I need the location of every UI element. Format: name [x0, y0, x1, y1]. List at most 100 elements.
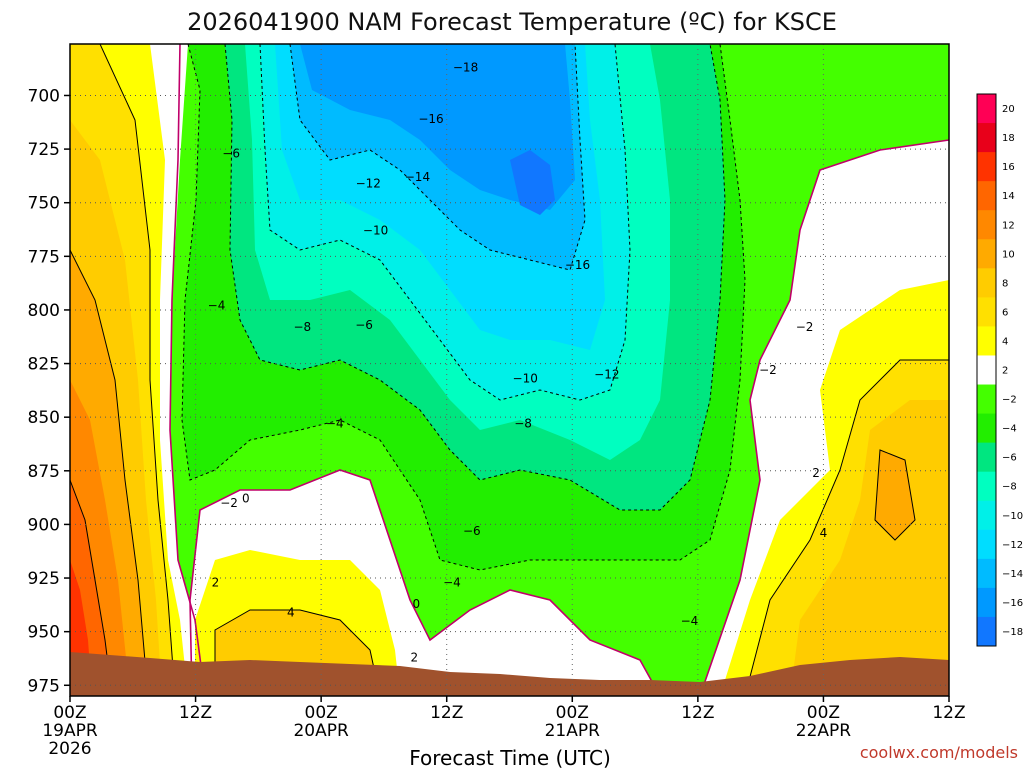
contour-label: −12 [356, 176, 381, 190]
x-tick-label: 12Z [681, 703, 714, 723]
colorbar-swatch [977, 152, 996, 182]
colorbar-swatch [977, 181, 996, 211]
x-axis-label: Forecast Time (UTC) [409, 746, 611, 768]
colorbar-label: −14 [1002, 569, 1023, 580]
colorbar-label: −12 [1002, 540, 1023, 551]
colorbar-label: −2 [1002, 395, 1017, 406]
y-tick-label: 725 [28, 140, 60, 160]
colorbar-label: 12 [1002, 220, 1015, 231]
colorbar-swatch [977, 558, 996, 589]
contour-label: −2 [220, 496, 238, 510]
x-tick-label: 00Z [305, 703, 338, 723]
x-tick-label: 20APR [293, 721, 349, 741]
x-tick-label: 21APR [545, 721, 601, 741]
field-warm-east-6 [790, 400, 949, 696]
y-tick-label: 975 [28, 676, 60, 696]
x-tick-label: 12Z [932, 703, 965, 723]
field-minus20-region [510, 150, 555, 215]
colorbar-label: 4 [1002, 336, 1008, 347]
colorbar-label: 8 [1002, 278, 1008, 289]
credit-text: coolwx.com/models [860, 743, 1018, 762]
gridlines [70, 44, 949, 696]
colorbar-swatch [977, 268, 996, 298]
terrain-ground [70, 652, 949, 696]
y-tick-label: 850 [28, 408, 60, 428]
contour-label: −4 [681, 614, 699, 628]
contour-label: −14 [405, 170, 430, 184]
contour-label: −12 [594, 367, 619, 381]
y-tick-label: 900 [28, 515, 60, 535]
contour-label: −6 [355, 318, 373, 332]
contour-label: 0 [242, 492, 250, 506]
colorbar: 20 18 16 14 12 10 8 6 4 2 −2 −4 −6 −8 −10 −12 −14 −16 −18 [976, 93, 1023, 647]
contour-label: −2 [759, 363, 777, 377]
y-axis-ticks: 700 725 750 775 800 825 850 875 900 925 950 975 [28, 86, 70, 696]
colorbar-swatch [977, 297, 996, 327]
colorbar-frame [976, 93, 997, 647]
contour-label: 2 [812, 466, 820, 480]
colorbar-swatch [977, 326, 996, 356]
x-tick-label: 12Z [179, 703, 212, 723]
colorbar-label: −6 [1002, 453, 1017, 464]
y-tick-label: 925 [28, 569, 60, 589]
contour-label: −2 [796, 320, 814, 334]
colorbar-swatch [977, 355, 996, 386]
contour-label: −10 [363, 224, 388, 238]
colorbar-swatch [977, 94, 996, 124]
contour-label: −8 [293, 320, 311, 334]
contour-label: −10 [513, 372, 538, 386]
contour-label: 2 [212, 575, 220, 589]
colorbar-swatch [977, 616, 996, 647]
contour-label: 4 [287, 605, 295, 619]
contour-label: −18 [453, 61, 478, 75]
x-tick-label: 19APR [42, 721, 98, 741]
y-tick-label: 825 [28, 355, 60, 375]
x-tick-label: 00Z [807, 703, 840, 723]
contour-label: 4 [820, 526, 828, 540]
y-tick-label: 950 [28, 623, 60, 643]
colorbar-label: 16 [1002, 162, 1015, 173]
x-tick-label: 22APR [796, 721, 852, 741]
y-tick-label: 800 [28, 301, 60, 321]
colorbar-swatch [977, 442, 996, 473]
contour-label: −4 [443, 575, 461, 589]
colorbar-swatch [977, 239, 996, 269]
contour-label: 2 [410, 650, 418, 664]
colorbar-label: 6 [1002, 307, 1008, 318]
colorbar-label: −16 [1002, 598, 1023, 609]
x-tick-label: 00Z [556, 703, 589, 723]
x-tick-label: 12Z [430, 703, 463, 723]
contour-label: −6 [222, 146, 240, 160]
colorbar-label: 18 [1002, 133, 1015, 144]
colorbar-swatch [977, 500, 996, 531]
contour-label: 0 [413, 597, 421, 611]
y-tick-label: 875 [28, 462, 60, 482]
contour-label: −4 [208, 299, 226, 313]
colorbar-swatch [977, 471, 996, 502]
colorbar-label: −10 [1002, 511, 1023, 522]
contour-lines [70, 44, 949, 696]
x-tick-label: 2026 [48, 739, 91, 759]
y-tick-label: 750 [28, 194, 60, 214]
colorbar-label: 2 [1002, 366, 1008, 377]
colorbar-label: 20 [1002, 104, 1015, 115]
x-tick-label: 00Z [53, 703, 86, 723]
colorbar-label: 14 [1002, 191, 1015, 202]
field-minus18-region [300, 44, 575, 210]
colorbar-label: 10 [1002, 249, 1015, 260]
contour-label: −8 [514, 417, 532, 431]
zero-contour-lines [169, 44, 949, 696]
colorbar-swatch [977, 123, 996, 153]
colorbar-swatch [977, 413, 996, 444]
y-tick-label: 700 [28, 86, 60, 106]
contour-label: −4 [326, 417, 344, 431]
plot-frame [69, 43, 950, 697]
chart-title: 2026041900 NAM Forecast Temperature (ºC)… [187, 8, 837, 36]
field-warm-east-8 [875, 450, 915, 540]
colorbar-swatch [977, 587, 996, 618]
contour-label: −6 [463, 524, 481, 538]
contour-label: −16 [565, 258, 590, 272]
colorbar-swatch [977, 529, 996, 560]
